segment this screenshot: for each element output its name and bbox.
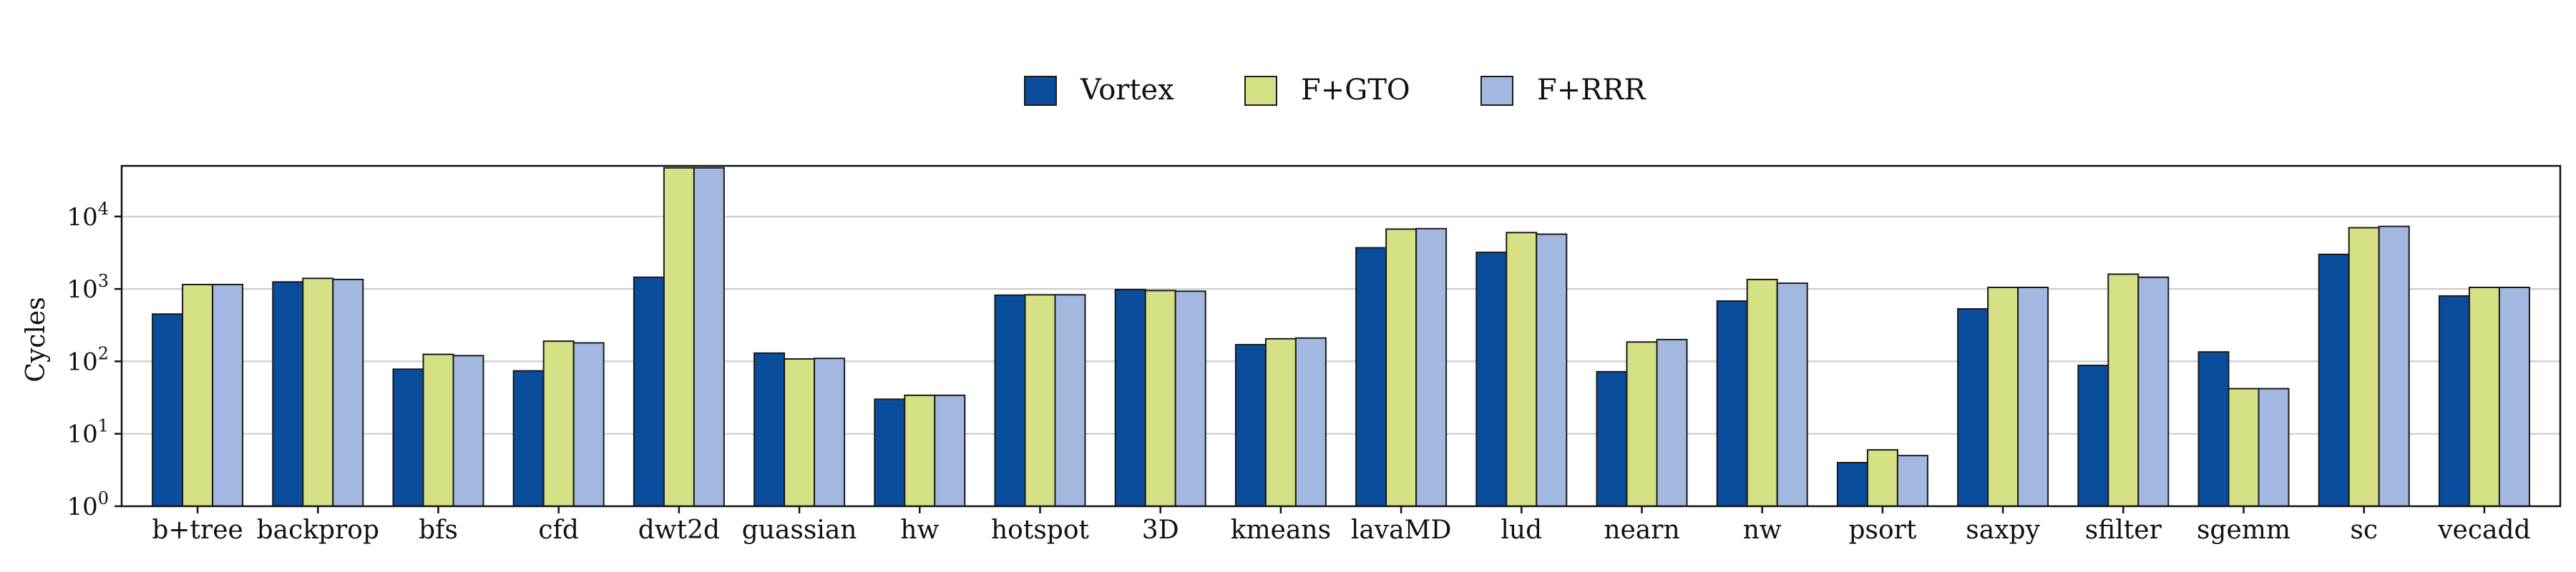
bar-vortex-vecadd xyxy=(2438,295,2470,507)
x-tick-label: sfilter xyxy=(2085,516,2162,545)
bar-f-rrr-kmeans xyxy=(1294,337,1327,508)
bar-f-rrr-cfd xyxy=(572,342,605,507)
bar-f-gto-backprop xyxy=(302,277,334,507)
legend-label: F+GTO xyxy=(1301,74,1410,107)
bar-f-rrr-3d xyxy=(1174,290,1206,507)
bar-f-gto-lud xyxy=(1506,232,1538,507)
legend-label: Vortex xyxy=(1080,74,1174,107)
bar-f-rrr-lavamd xyxy=(1415,227,1448,507)
bar-f-gto-kmeans xyxy=(1264,337,1297,507)
bar-vortex-hw xyxy=(874,398,906,507)
x-axis-ticks: b+tree backprop bfs cfd dwt2d guassian hw hotsp… xyxy=(152,506,2531,545)
bar-vortex-3d xyxy=(1114,288,1146,507)
bar-vortex-guassian xyxy=(753,352,786,507)
bar-f-rrr-sc xyxy=(2378,225,2410,507)
bars xyxy=(152,167,2530,508)
y-axis-ticks: 100 101 102 103 104 xyxy=(67,199,122,521)
x-tick-label: 3D xyxy=(1142,516,1179,545)
bar-f-gto-bfs xyxy=(422,353,454,507)
bar-f-gto-psort xyxy=(1866,449,1898,507)
x-tick-label: sc xyxy=(2350,516,2378,545)
x-tick-label: nearn xyxy=(1604,516,1679,545)
bar-f-gto-saxpy xyxy=(1987,286,2019,507)
bar-f-gto-nearn xyxy=(1626,341,1658,507)
bar-vortex-saxpy xyxy=(1957,308,1989,507)
y-tick-label: 102 xyxy=(67,343,109,376)
legend-label: F+RRR xyxy=(1537,74,1647,107)
bar-vortex-dwt2d xyxy=(633,276,665,507)
bar-vortex-nw xyxy=(1716,300,1748,507)
y-tick-label: 103 xyxy=(67,271,109,304)
bar-f-rrr-b-tree xyxy=(212,283,244,507)
y-tick-label: 101 xyxy=(67,416,109,449)
x-tick-label: kmeans xyxy=(1231,516,1331,545)
bar-f-gto-cfd xyxy=(542,340,575,507)
bar-f-gto-sfilter xyxy=(2107,273,2140,507)
x-tick-label: b+tree xyxy=(152,516,243,545)
x-tick-label: bfs xyxy=(419,516,458,545)
legend-swatch xyxy=(1480,76,1513,106)
bar-f-rrr-psort xyxy=(1896,455,1928,508)
bar-f-gto-lavamd xyxy=(1385,228,1418,507)
bar-f-rrr-lud xyxy=(1536,233,1568,507)
bar-f-gto-hw xyxy=(904,394,936,507)
gridlines xyxy=(122,215,2560,435)
x-tick-label: guassian xyxy=(742,516,857,545)
x-tick-label: nw xyxy=(1743,516,1782,545)
legend: Vortex F+GTO F+RRR xyxy=(1024,74,1647,107)
bar-vortex-sgemm xyxy=(2197,351,2230,508)
bar-f-rrr-sfilter xyxy=(2137,276,2170,507)
bar-vortex-psort xyxy=(1836,462,1868,507)
bar-f-rrr-saxpy xyxy=(2017,286,2049,507)
bar-f-gto-3d xyxy=(1144,290,1176,507)
x-tick-label: saxpy xyxy=(1966,516,2040,545)
bar-f-gto-dwt2d xyxy=(663,167,695,508)
y-tick-label: 100 xyxy=(67,488,109,521)
x-tick-label: lavaMD xyxy=(1351,516,1452,545)
y-axis-label: Cycles xyxy=(21,297,51,382)
bar-vortex-sc xyxy=(2318,253,2350,507)
bar-f-gto-vecadd xyxy=(2468,286,2500,507)
bar-vortex-kmeans xyxy=(1234,344,1267,507)
bar-vortex-sfilter xyxy=(2077,365,2109,507)
bar-vortex-lavamd xyxy=(1355,247,1387,507)
bar-f-gto-sc xyxy=(2348,227,2380,507)
bar-f-rrr-nearn xyxy=(1656,338,1688,508)
bar-f-rrr-hw xyxy=(934,394,966,507)
legend-swatch xyxy=(1244,76,1277,106)
bar-f-gto-nw xyxy=(1746,278,1778,507)
plot-frame xyxy=(120,164,2562,508)
x-tick-label: lud xyxy=(1501,516,1542,545)
x-tick-label: backprop xyxy=(257,516,379,545)
bar-f-rrr-hotspot xyxy=(1054,294,1086,507)
bar-f-rrr-vecadd xyxy=(2498,286,2530,507)
x-tick-label: hotspot xyxy=(991,516,1090,545)
bar-f-rrr-nw xyxy=(1776,282,1808,507)
bar-f-gto-b-tree xyxy=(182,283,214,507)
bar-vortex-cfd xyxy=(512,370,545,508)
y-tick-label: 104 xyxy=(67,199,109,232)
bar-vortex-b-tree xyxy=(152,313,184,507)
x-tick-label: sgemm xyxy=(2197,516,2290,545)
bar-vortex-nearn xyxy=(1596,370,1628,507)
bar-f-gto-guassian xyxy=(784,358,816,508)
legend-swatch xyxy=(1024,76,1057,106)
bar-f-rrr-guassian xyxy=(814,358,846,507)
x-tick-label: vecadd xyxy=(2437,516,2530,545)
x-tick-label: psort xyxy=(1848,516,1916,545)
bar-vortex-bfs xyxy=(392,368,424,507)
bar-vortex-backprop xyxy=(272,281,304,507)
x-tick-label: dwt2d xyxy=(638,516,720,545)
bar-vortex-lud xyxy=(1475,251,1508,507)
bar-f-rrr-sgemm xyxy=(2258,388,2290,507)
x-tick-label: cfd xyxy=(538,516,579,545)
bar-f-gto-hotspot xyxy=(1024,294,1056,507)
bar-f-rrr-bfs xyxy=(452,355,484,507)
bar-f-rrr-dwt2d xyxy=(693,167,725,508)
x-tick-label: hw xyxy=(900,516,939,545)
bar-f-rrr-backprop xyxy=(332,278,364,507)
bar-vortex-hotspot xyxy=(994,294,1026,507)
bar-f-gto-sgemm xyxy=(2228,388,2260,507)
